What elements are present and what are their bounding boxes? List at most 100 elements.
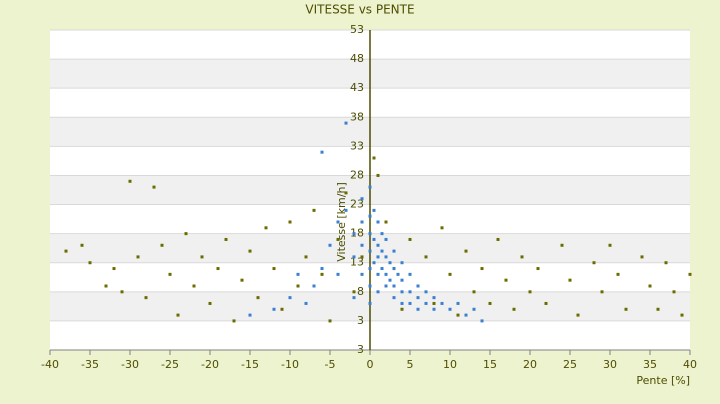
y-tick-label: 23 [350,198,364,211]
point [272,307,276,311]
point [464,313,468,317]
point [320,150,324,154]
point [312,208,316,212]
point [424,301,428,305]
point [288,220,292,224]
point [472,307,476,311]
x-tick-label: -30 [121,358,139,371]
point [416,307,420,311]
plot-area: 338131823283338434853-40-35-30-25-20-15-… [41,23,697,371]
point [480,267,484,271]
point [384,272,388,276]
point [544,301,548,305]
point [328,319,332,323]
point [372,208,376,212]
x-tick-label: 25 [563,358,577,371]
y-tick-label: 3 [357,314,364,327]
point [592,261,596,265]
point [320,267,324,271]
point [112,267,116,271]
point [392,296,396,300]
point [288,296,292,300]
x-tick-label: 0 [367,358,374,371]
point [416,284,420,288]
point [408,301,412,305]
point [408,237,412,241]
point [396,272,400,276]
point [440,226,444,230]
point [400,290,404,294]
point [376,290,380,294]
point [248,313,252,317]
y-tick-label: 43 [350,81,364,94]
point [336,272,340,276]
point [176,313,180,317]
point [648,284,652,288]
point [240,278,244,282]
y-tick-label: 33 [350,139,364,152]
y-tick-label: 28 [350,168,364,181]
point [272,267,276,271]
x-tick-label: 35 [643,358,657,371]
point [372,156,376,160]
point [216,267,220,271]
point [144,296,148,300]
point [328,243,332,247]
point [368,249,372,253]
point [168,272,172,276]
point [472,290,476,294]
point [296,284,300,288]
point [88,261,92,265]
x-tick-label: -10 [281,358,299,371]
point [388,261,392,265]
point [380,232,384,236]
point [680,313,684,317]
point [296,272,300,276]
point [152,185,156,189]
point [432,301,436,305]
point [352,255,356,259]
point [376,243,380,247]
point [232,319,236,323]
point [368,267,372,271]
point [352,296,356,300]
point [376,272,380,276]
point [120,290,124,294]
point [688,272,692,276]
point [456,313,460,317]
point [456,301,460,305]
point [608,243,612,247]
y-tick-label: 48 [350,52,364,65]
x-tick-label: -35 [81,358,99,371]
point [352,290,356,294]
point [372,237,376,241]
point [400,301,404,305]
point [624,307,628,311]
point [408,290,412,294]
x-tick-label: 5 [407,358,414,371]
point [312,284,316,288]
y-axis-label: Vitesse [km/h] [335,182,348,262]
point [372,261,376,265]
point [368,284,372,288]
point [380,267,384,271]
point [664,261,668,265]
x-tick-label: 20 [523,358,537,371]
point [504,278,508,282]
point [384,284,388,288]
point [392,284,396,288]
point [360,272,364,276]
x-tick-label: -15 [241,358,259,371]
point [568,278,572,282]
point [440,301,444,305]
x-tick-label: 15 [483,358,497,371]
y-tick-label: 18 [350,227,364,240]
point [408,272,412,276]
point [368,301,372,305]
point [344,191,348,195]
x-tick-label: -5 [325,358,336,371]
point [304,255,308,259]
point [184,232,188,236]
point [432,296,436,300]
